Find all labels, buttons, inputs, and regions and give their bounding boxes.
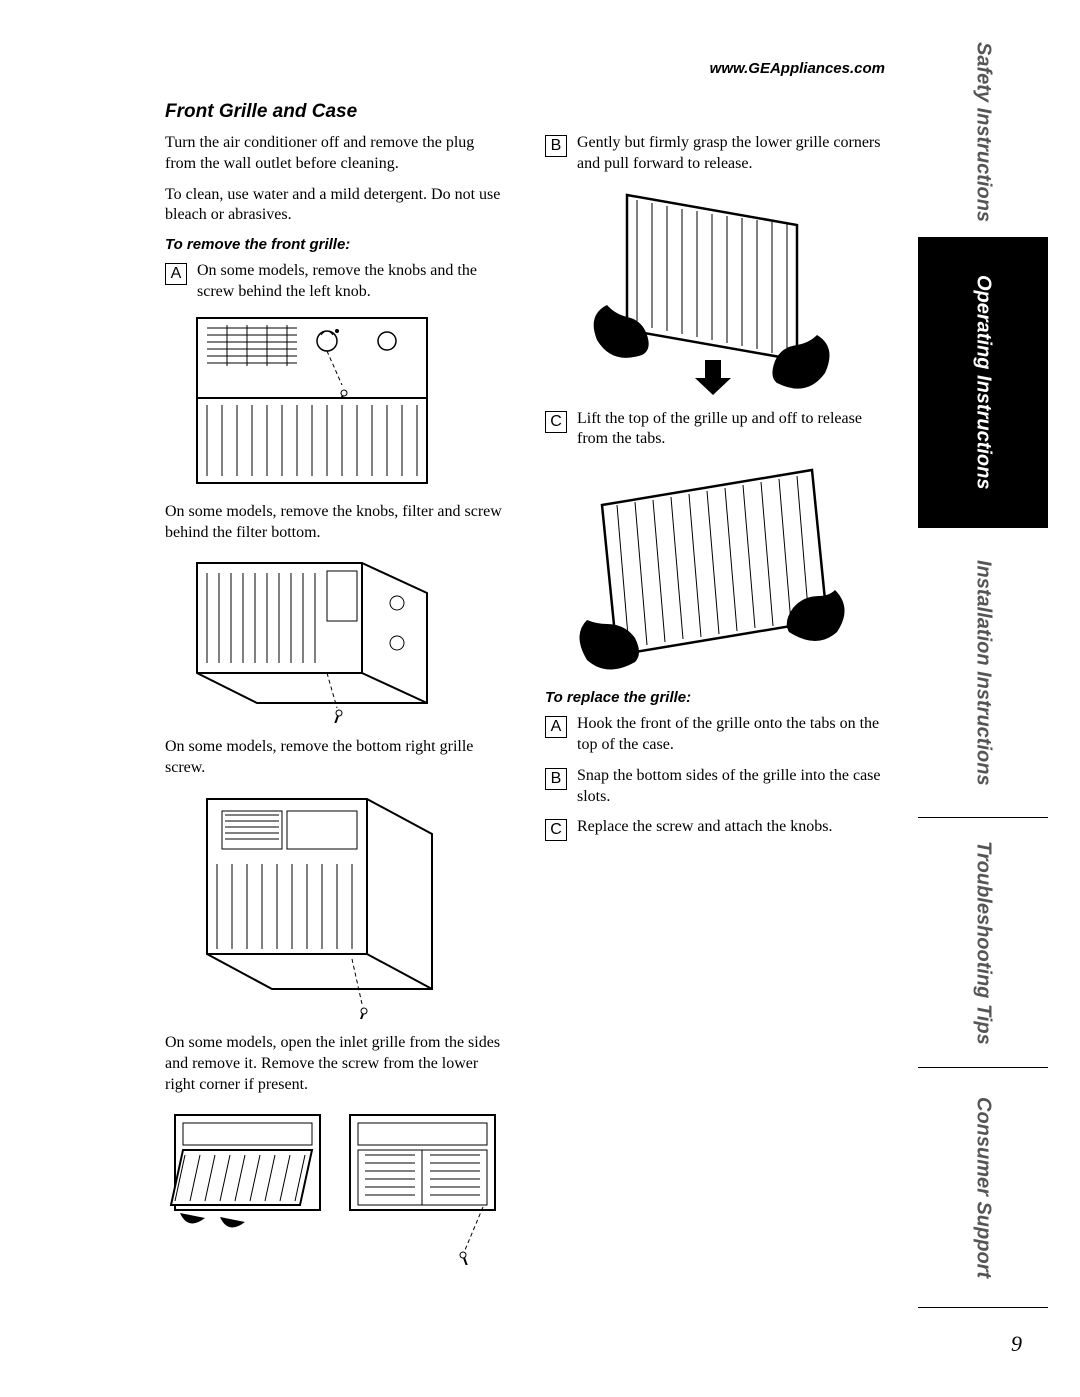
figure-inlet-grille-pair: [165, 1105, 505, 1265]
replace-text-b: Snap the bottom sides of the grille into…: [577, 766, 885, 808]
replace-heading: To replace the grille:: [545, 689, 885, 706]
tab-consumer-support[interactable]: Consumer Support: [918, 1068, 1048, 1308]
figure-knobs-screw: [187, 313, 505, 488]
tab-safety[interactable]: Safety Instructions: [918, 28, 1048, 238]
left-column: Turn the air conditioner off and remove …: [165, 133, 505, 1279]
tab-operating[interactable]: Operating Instructions: [918, 238, 1048, 528]
remove-para-4: On some models, open the inlet grille fr…: [165, 1033, 505, 1095]
replace-step-c: C Replace the screw and attach the knobs…: [545, 817, 885, 841]
replace-letter-c: C: [545, 819, 567, 841]
replace-step-b: B Snap the bottom sides of the grille in…: [545, 766, 885, 808]
right-column: B Gently but firmly grasp the lower gril…: [545, 133, 885, 1279]
replace-letter-a: A: [545, 716, 567, 738]
intro-para-2: To clean, use water and a mild detergent…: [165, 185, 505, 227]
remove-step-a: A On some models, remove the knobs and t…: [165, 261, 505, 303]
remove-para-2: On some models, remove the knobs, filter…: [165, 502, 505, 544]
figure-filter-bottom: [187, 553, 505, 723]
remove-heading: To remove the front grille:: [165, 236, 505, 253]
step-text-c: Lift the top of the grille up and off to…: [577, 409, 885, 451]
figure-lift-grille: [567, 460, 885, 675]
page-number: 9: [1011, 1331, 1022, 1357]
page-content: www.GEAppliances.com Front Grille and Ca…: [165, 60, 885, 1279]
section-title: Front Grille and Case: [165, 101, 885, 123]
replace-letter-b: B: [545, 768, 567, 790]
tab-installation[interactable]: Installation Instructions: [918, 528, 1048, 818]
step-letter-a: A: [165, 263, 187, 285]
remove-step-b: B Gently but firmly grasp the lower gril…: [545, 133, 885, 175]
figure-grasp-grille: [567, 185, 885, 395]
replace-text-c: Replace the screw and attach the knobs.: [577, 817, 832, 838]
header-url: www.GEAppliances.com: [165, 60, 885, 77]
step-letter-c: C: [545, 411, 567, 433]
step-text-b: Gently but firmly grasp the lower grille…: [577, 133, 885, 175]
remove-step-c: C Lift the top of the grille up and off …: [545, 409, 885, 451]
step-letter-b: B: [545, 135, 567, 157]
replace-step-a: A Hook the front of the grille onto the …: [545, 714, 885, 756]
replace-text-a: Hook the front of the grille onto the ta…: [577, 714, 885, 756]
figure-bottom-right-screw: [187, 789, 505, 1019]
two-column-layout: Turn the air conditioner off and remove …: [165, 133, 885, 1279]
intro-para-1: Turn the air conditioner off and remove …: [165, 133, 505, 175]
side-tabs: Safety Instructions Operating Instructio…: [918, 28, 1048, 1308]
remove-para-3: On some models, remove the bottom right …: [165, 737, 505, 779]
tab-troubleshooting[interactable]: Troubleshooting Tips: [918, 818, 1048, 1068]
step-text-a: On some models, remove the knobs and the…: [197, 261, 505, 303]
